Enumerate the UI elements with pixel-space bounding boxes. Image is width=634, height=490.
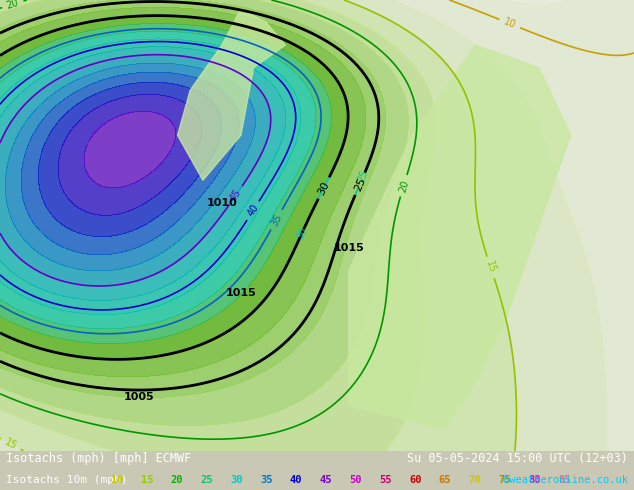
- Text: 15: 15: [3, 437, 18, 451]
- Text: 60: 60: [409, 475, 422, 485]
- Text: 40: 40: [290, 475, 302, 485]
- Text: 20: 20: [171, 475, 183, 485]
- Text: Isotachs (mph) [mph] ECMWF: Isotachs (mph) [mph] ECMWF: [6, 452, 191, 466]
- FancyBboxPatch shape: [0, 0, 634, 451]
- Text: 40: 40: [245, 203, 261, 219]
- Text: 25: 25: [356, 169, 370, 184]
- Text: 55: 55: [379, 475, 392, 485]
- Text: 15: 15: [484, 260, 497, 275]
- Polygon shape: [349, 45, 571, 428]
- Text: 50: 50: [349, 475, 362, 485]
- Text: 75: 75: [498, 475, 511, 485]
- Text: 1010: 1010: [207, 198, 237, 208]
- Text: 25: 25: [353, 175, 367, 193]
- Text: 80: 80: [528, 475, 541, 485]
- Text: 35: 35: [260, 475, 273, 485]
- Text: 90: 90: [588, 475, 600, 485]
- Text: 20: 20: [5, 0, 20, 11]
- Text: 1015: 1015: [226, 288, 256, 298]
- Text: 30: 30: [295, 226, 309, 241]
- Text: 30: 30: [230, 475, 243, 485]
- Text: 25: 25: [200, 475, 213, 485]
- Text: 45: 45: [320, 475, 332, 485]
- Text: 45: 45: [228, 188, 243, 203]
- Text: 85: 85: [558, 475, 571, 485]
- Text: 1015: 1015: [333, 243, 364, 253]
- Text: 1005: 1005: [124, 392, 155, 402]
- Text: 10: 10: [502, 17, 517, 30]
- Text: 10: 10: [111, 475, 124, 485]
- Text: 35: 35: [269, 212, 284, 227]
- Text: 15: 15: [141, 475, 153, 485]
- Text: Isotachs 10m (mph): Isotachs 10m (mph): [6, 475, 128, 485]
- Text: Su 05-05-2024 15:00 UTC (12+03): Su 05-05-2024 15:00 UTC (12+03): [407, 452, 628, 466]
- Polygon shape: [178, 9, 285, 180]
- Text: 70: 70: [469, 475, 481, 485]
- Text: 20: 20: [397, 178, 410, 193]
- Text: 30: 30: [316, 179, 332, 196]
- Text: ©weatheronline.co.uk: ©weatheronline.co.uk: [503, 475, 628, 485]
- Text: 65: 65: [439, 475, 451, 485]
